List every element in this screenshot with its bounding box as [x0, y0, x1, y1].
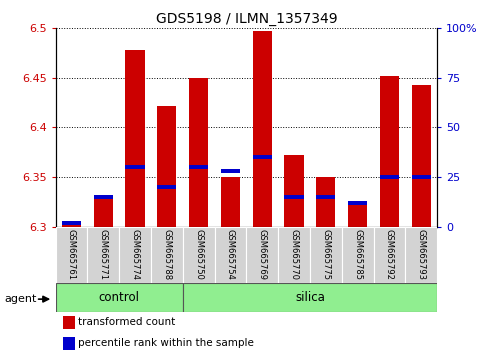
Bar: [63, 316, 75, 329]
Bar: [412, 85, 431, 227]
Bar: [405, 227, 437, 283]
Text: silica: silica: [295, 291, 325, 304]
Bar: [62, 222, 81, 227]
Text: GSM665788: GSM665788: [162, 229, 171, 280]
Bar: [284, 155, 303, 227]
Bar: [62, 221, 81, 224]
Bar: [342, 227, 373, 283]
Bar: [94, 195, 113, 227]
Bar: [56, 283, 183, 312]
Title: GDS5198 / ILMN_1357349: GDS5198 / ILMN_1357349: [156, 12, 337, 26]
Bar: [94, 195, 113, 199]
Bar: [189, 165, 208, 169]
Bar: [63, 337, 75, 350]
Text: GSM665793: GSM665793: [417, 229, 426, 280]
Bar: [183, 227, 214, 283]
Bar: [253, 155, 272, 159]
Bar: [221, 177, 240, 227]
Bar: [246, 227, 278, 283]
Bar: [253, 31, 272, 227]
Text: GSM665761: GSM665761: [67, 229, 76, 280]
Text: GSM665775: GSM665775: [321, 229, 330, 280]
Bar: [316, 195, 335, 199]
Text: agent: agent: [5, 294, 37, 304]
Bar: [316, 177, 335, 227]
Bar: [151, 227, 183, 283]
Bar: [412, 175, 431, 179]
Bar: [373, 227, 405, 283]
Text: percentile rank within the sample: percentile rank within the sample: [78, 338, 255, 348]
Bar: [87, 227, 119, 283]
Bar: [56, 227, 87, 283]
Bar: [189, 78, 208, 227]
Text: GSM665750: GSM665750: [194, 229, 203, 280]
Bar: [126, 165, 144, 169]
Bar: [380, 76, 399, 227]
Text: GSM665771: GSM665771: [99, 229, 108, 280]
Text: control: control: [99, 291, 140, 304]
Bar: [214, 227, 246, 283]
Bar: [119, 227, 151, 283]
Bar: [284, 195, 303, 199]
Bar: [157, 105, 176, 227]
Bar: [348, 205, 367, 227]
Text: GSM665774: GSM665774: [130, 229, 140, 280]
Bar: [348, 201, 367, 205]
Text: GSM665769: GSM665769: [258, 229, 267, 280]
Text: GSM665792: GSM665792: [385, 229, 394, 280]
Bar: [380, 175, 399, 179]
Bar: [126, 50, 144, 227]
Bar: [278, 227, 310, 283]
Text: GSM665785: GSM665785: [353, 229, 362, 280]
Text: GSM665770: GSM665770: [289, 229, 298, 280]
Bar: [221, 169, 240, 173]
Bar: [310, 227, 342, 283]
Text: transformed count: transformed count: [78, 317, 176, 327]
Bar: [157, 185, 176, 189]
Bar: [183, 283, 437, 312]
Text: GSM665754: GSM665754: [226, 229, 235, 280]
